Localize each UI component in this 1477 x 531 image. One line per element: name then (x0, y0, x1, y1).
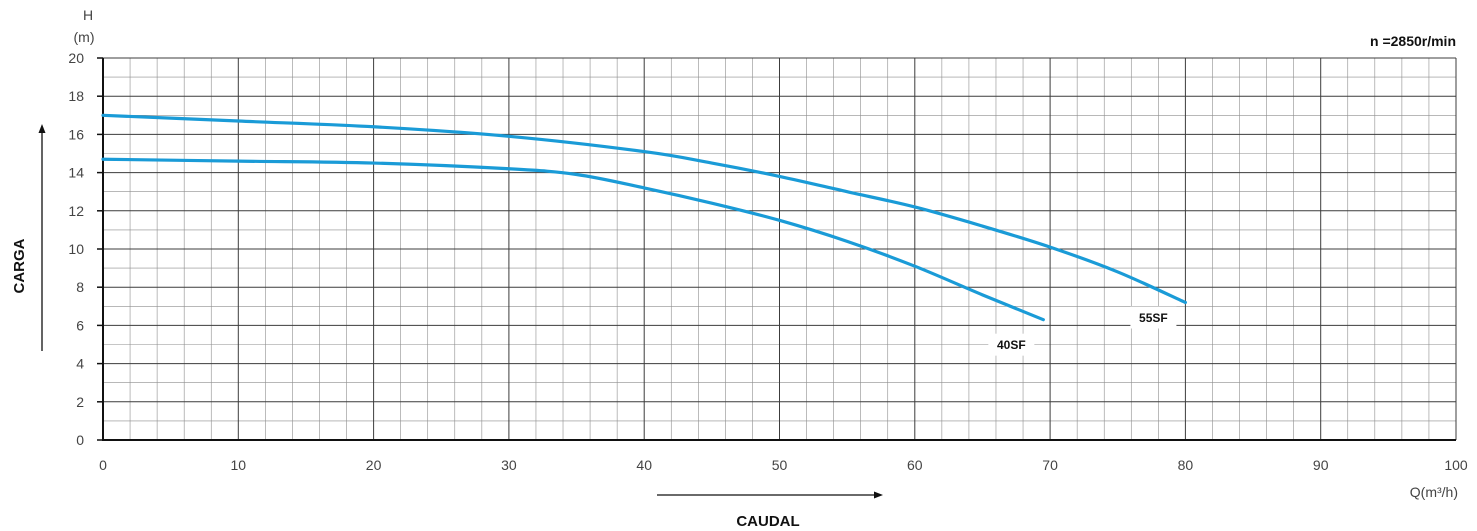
y-unit-h: H (83, 7, 93, 23)
x-tick-label: 30 (501, 457, 517, 473)
y-unit-m: (m) (74, 29, 95, 45)
series-label-40sf: 40SF (997, 338, 1026, 352)
y-tick-label: 10 (68, 241, 84, 257)
x-unit: Q(m³/h) (1410, 484, 1458, 500)
y-tick-label: 18 (68, 88, 84, 104)
curve-40sf (101, 157, 1045, 322)
x-tick-label: 70 (1042, 457, 1058, 473)
x-tick-label: 60 (907, 457, 923, 473)
grid (97, 57, 1457, 441)
series-label-55sf: 55SF (1139, 311, 1168, 325)
y-tick-label: 20 (68, 50, 84, 66)
curve-55sf (101, 113, 1187, 305)
y-tick-label: 16 (68, 126, 84, 142)
x-tick-label: 90 (1313, 457, 1329, 473)
y-arrow-head (38, 124, 46, 133)
x-tick-label: 10 (231, 457, 247, 473)
y-axis-title: CARGA (11, 238, 28, 293)
x-axis-title: CAUDAL (736, 513, 799, 530)
x-tick-label: 20 (366, 457, 382, 473)
y-tick-label: 2 (76, 394, 84, 410)
y-tick-label: 6 (76, 317, 84, 333)
speed-label: n =2850r/min (1370, 33, 1456, 49)
x-tick-label: 80 (1178, 457, 1194, 473)
series-labels: 55SF 40SF (988, 306, 1177, 356)
tick-labels: 0 10 20 30 40 50 60 70 80 90 100 0 2 4 6 8 10 12 14 16 18 20 (68, 50, 1467, 473)
x-tick-label: 40 (636, 457, 652, 473)
x-arrow-head (874, 491, 883, 499)
y-tick-label: 12 (68, 203, 84, 219)
y-tick-label: 0 (76, 432, 84, 448)
performance-curves (101, 113, 1187, 322)
x-tick-label: 100 (1444, 457, 1468, 473)
y-tick-label: 8 (76, 279, 84, 295)
y-tick-label: 4 (76, 356, 84, 372)
series-label-bg (988, 333, 1035, 356)
y-tick-label: 14 (68, 165, 84, 181)
x-tick-label: 0 (99, 457, 107, 473)
series-label-bg (1130, 306, 1177, 329)
x-tick-label: 50 (772, 457, 788, 473)
